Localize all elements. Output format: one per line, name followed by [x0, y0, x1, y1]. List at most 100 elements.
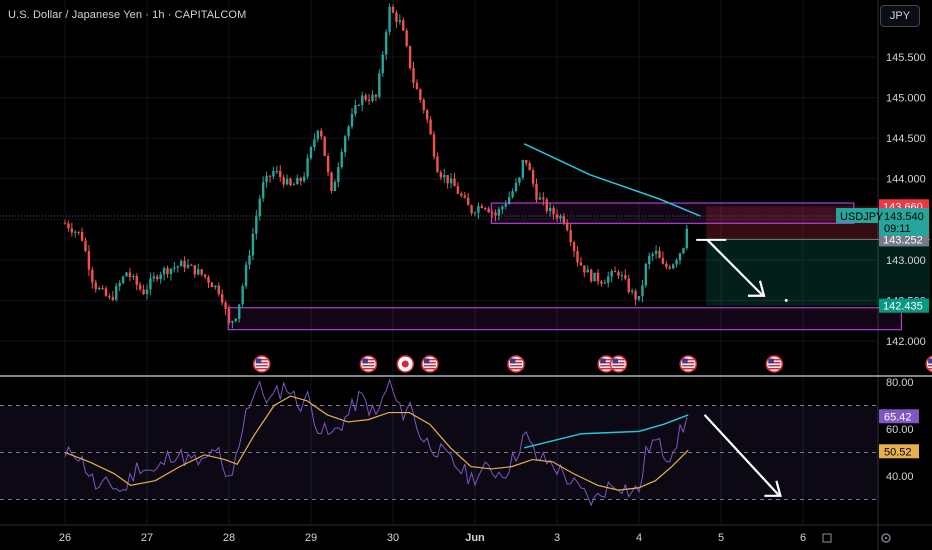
candle-body — [439, 172, 443, 178]
us-flag-icon[interactable] — [253, 355, 271, 373]
candle-body — [665, 263, 668, 267]
us-flag-icon[interactable] — [925, 355, 932, 373]
rsi-trendline[interactable] — [524, 414, 689, 449]
candle-body — [446, 175, 449, 184]
candle-body — [466, 197, 470, 206]
candle-body — [166, 268, 169, 275]
candle-body — [296, 177, 299, 185]
candle-body — [333, 181, 337, 192]
candle-body — [70, 228, 74, 233]
candle-body — [330, 172, 333, 192]
candle-body — [576, 251, 579, 263]
candle-body — [443, 175, 446, 178]
price-tick-label: 145.000 — [886, 93, 926, 105]
symbol-label-bg — [836, 208, 878, 224]
candle-body — [514, 182, 518, 192]
candle-body — [507, 197, 511, 205]
candle-body — [214, 285, 217, 288]
candle-body — [559, 216, 562, 219]
candle-body — [156, 276, 159, 280]
candle-body — [405, 30, 408, 47]
candle-body — [566, 222, 569, 231]
candle-body — [384, 31, 388, 55]
event-icons — [253, 355, 932, 373]
candle-body — [620, 275, 624, 277]
candle-body — [408, 46, 412, 69]
candle-body — [302, 176, 306, 182]
candle-body — [261, 182, 265, 199]
candle-body — [685, 228, 689, 249]
us-flag-icon[interactable] — [507, 355, 525, 373]
candle-body — [354, 105, 357, 115]
candle-body — [511, 191, 514, 198]
candle-body — [579, 262, 583, 266]
rsi-ma-line — [64, 395, 689, 491]
candle-body — [97, 287, 101, 290]
time-tick-label: 5 — [718, 532, 724, 544]
candle-body — [104, 288, 108, 296]
us-flag-icon[interactable] — [597, 355, 615, 373]
currency-button[interactable]: JPY — [880, 5, 920, 27]
candle-body — [337, 167, 340, 182]
candle-body — [313, 139, 316, 148]
candle-body — [425, 110, 429, 120]
price-trendline[interactable] — [523, 143, 701, 217]
candle-body — [217, 285, 220, 295]
candle-body — [125, 272, 128, 277]
candle-body — [193, 265, 197, 275]
us-flag-icon[interactable] — [679, 355, 697, 373]
candle-body — [613, 271, 617, 273]
candle-body — [480, 205, 484, 208]
candle-body — [432, 134, 436, 157]
auto-scale-icon[interactable] — [822, 533, 832, 543]
us-flag-icon[interactable] — [765, 355, 784, 373]
time-tick-label: 28 — [223, 532, 235, 544]
candle-body — [470, 205, 473, 214]
candle-body — [412, 68, 415, 83]
target-price-label: 142.435 — [883, 301, 923, 313]
candle-body — [306, 158, 309, 177]
candle-body — [593, 272, 596, 282]
candle-body — [251, 233, 255, 256]
us-flag-icon[interactable] — [359, 355, 378, 373]
rsi-line — [64, 378, 688, 507]
candle-body — [484, 207, 487, 209]
entry-price-label: 143.252 — [883, 234, 923, 246]
candle-body — [668, 266, 671, 269]
candle-body — [173, 267, 176, 269]
candle-body — [682, 248, 685, 254]
settings-icon[interactable] — [881, 533, 891, 543]
grid — [0, 0, 878, 525]
candle-body — [497, 209, 501, 216]
candle-body — [671, 264, 675, 269]
candle-body — [121, 276, 125, 283]
us-flag-icon[interactable] — [421, 355, 439, 373]
candle-body — [128, 272, 132, 278]
us-flag-icon[interactable] — [609, 355, 628, 373]
time-tick-label: 3 — [554, 532, 560, 544]
candle-body — [84, 240, 87, 252]
jp-flag-icon[interactable] — [396, 355, 415, 373]
candle-body — [347, 126, 350, 137]
candle-body — [255, 216, 258, 234]
time-tick-label: 29 — [305, 532, 317, 544]
candles — [63, 3, 689, 329]
candle-body — [142, 289, 145, 295]
candle-body — [449, 178, 453, 184]
candle-body — [207, 276, 210, 283]
price-arrow[interactable] — [706, 238, 766, 297]
target-zone[interactable] — [706, 239, 931, 306]
rsi-arrow[interactable] — [703, 414, 782, 497]
rsi-ma-value-label: 50.52 — [884, 446, 912, 458]
candle-body — [641, 285, 644, 297]
support-zone[interactable] — [227, 307, 902, 331]
candle-body — [108, 295, 111, 298]
candle-body — [159, 274, 162, 280]
candle-body — [364, 95, 367, 100]
candle-body — [203, 274, 207, 277]
symbol-label: USDJPY — [840, 211, 884, 223]
candle-body — [162, 268, 166, 275]
candle-body — [343, 136, 347, 153]
